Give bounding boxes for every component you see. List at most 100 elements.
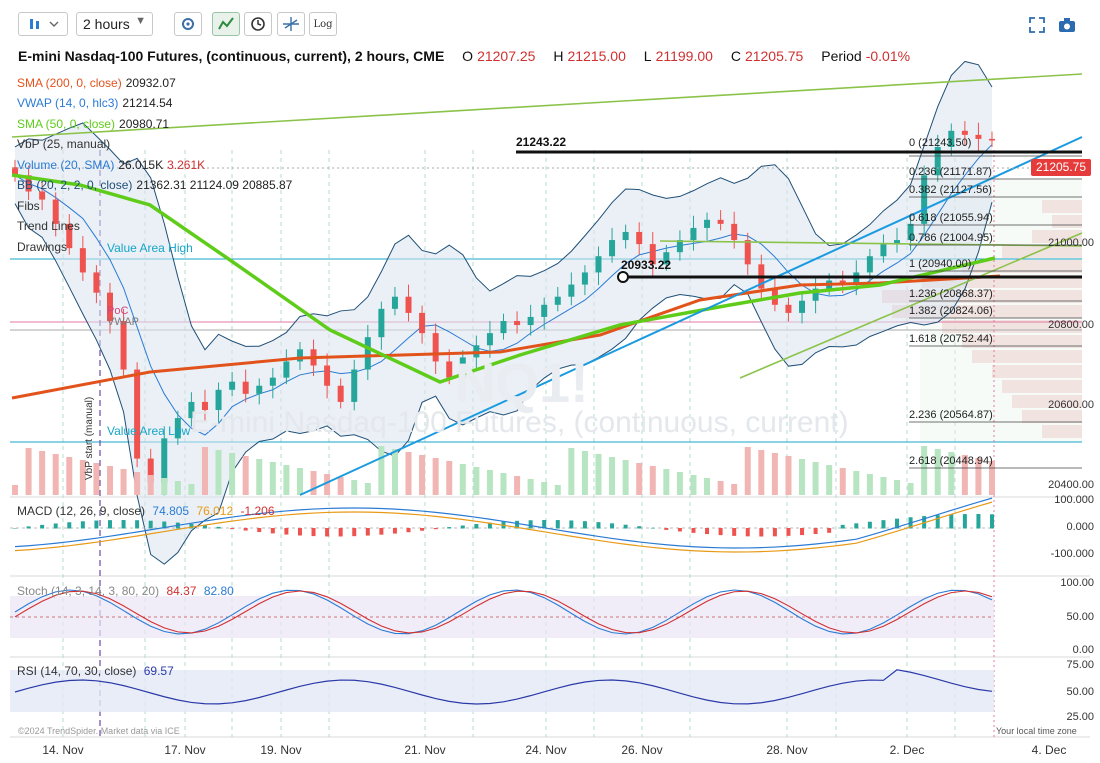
vbp-bar xyxy=(1012,395,1082,408)
legend-trend-lines[interactable]: Trend Lines xyxy=(17,219,84,233)
rsi-band xyxy=(10,670,994,712)
volume-bar xyxy=(866,474,873,495)
stoch-tick: 50.00 xyxy=(1066,611,1094,623)
auto-analysis-button[interactable] xyxy=(212,12,240,36)
macd-histogram-bar xyxy=(515,520,520,529)
legend-bb[interactable]: BB (20, 2, 2, 0, close) 21362.31 21124.09… xyxy=(17,178,296,192)
candle-body xyxy=(432,333,439,362)
candle-body xyxy=(25,175,32,192)
legend-label: Volume (20, SMA) xyxy=(17,158,115,172)
candle-body xyxy=(39,191,46,200)
level-anchor-point xyxy=(617,271,629,283)
macd-histogram-bar xyxy=(26,526,31,529)
vbp-bar xyxy=(972,350,1082,363)
legend-vbp[interactable]: VbP (25, manual) xyxy=(17,137,114,151)
legend-sma200[interactable]: SMA (200, 0, close) 20932.07 xyxy=(17,76,180,90)
settings-button[interactable] xyxy=(174,12,202,36)
volume-bar xyxy=(446,461,453,495)
macd-histogram-bar xyxy=(867,521,872,529)
candle-body xyxy=(989,138,995,141)
price-tick: 21000.00 xyxy=(1048,237,1094,249)
candle-body xyxy=(500,320,507,334)
vbp-bar xyxy=(1042,425,1082,438)
volume-bar xyxy=(378,446,385,495)
volume-bar xyxy=(79,460,86,495)
screenshot-button[interactable] xyxy=(1058,16,1076,39)
macd-histogram-bar xyxy=(691,528,696,533)
volume-bar xyxy=(364,483,371,495)
legend-vwap[interactable]: VWAP (14, 0, hlc3) 21214.54 xyxy=(17,96,176,110)
legend-drawings[interactable]: Drawings xyxy=(17,240,71,254)
candle-body xyxy=(514,320,521,326)
volume-bar xyxy=(921,446,928,495)
volume-bar xyxy=(568,448,575,495)
vbp-bar xyxy=(1002,245,1082,258)
crosshair-button[interactable] xyxy=(277,12,305,36)
candle-body xyxy=(636,231,643,245)
volume-bar xyxy=(473,467,480,495)
legend-value: -1.206 xyxy=(240,504,275,518)
vbp-bar xyxy=(1002,380,1082,393)
volume-bar xyxy=(975,458,982,495)
volume-bar xyxy=(391,449,398,495)
legend-macd[interactable]: MACD (12, 26, 9, close) 74.805 76.012 -1… xyxy=(17,504,279,518)
macd-histogram-bar xyxy=(352,528,357,537)
volume-bar xyxy=(812,462,819,495)
legend-value: 76.012 xyxy=(196,504,234,518)
legend-value: 3.261K xyxy=(167,158,206,172)
macd-histogram-bar xyxy=(433,528,438,530)
candle-body xyxy=(66,223,73,249)
candle-body xyxy=(378,308,385,338)
candle-body xyxy=(337,385,344,402)
legend-sma50[interactable]: SMA (50, 0, close) 20980.71 xyxy=(17,117,173,131)
candle-body xyxy=(256,385,263,394)
macd-histogram-bar xyxy=(610,523,615,529)
candle-body xyxy=(93,272,100,293)
fib-label: 0.236 (21171.87) xyxy=(909,166,992,178)
legend-label: VbP (25, manual) xyxy=(17,137,111,151)
macd-histogram-bar xyxy=(732,528,737,536)
legend-rsi[interactable]: RSI (14, 70, 30, close) 69.57 xyxy=(17,664,178,678)
candle-body xyxy=(731,223,738,241)
legend-volume[interactable]: Volume (20, SMA) 26.015K 3.261K xyxy=(17,158,209,172)
legend-fibs[interactable]: Fibs xyxy=(17,199,44,213)
candle-body xyxy=(242,381,249,394)
log-scale-button[interactable]: Log xyxy=(309,12,337,36)
fib-label: 0 (21243.50) xyxy=(909,137,972,149)
fullscreen-button[interactable] xyxy=(1028,16,1046,39)
volume-bar xyxy=(459,464,466,495)
sma50-line xyxy=(11,173,996,384)
price-tick: 20800.00 xyxy=(1048,319,1094,331)
candle-body xyxy=(541,304,548,317)
chart-style-dropdown[interactable] xyxy=(18,12,68,36)
volume-bar xyxy=(106,466,113,495)
interval-dropdown[interactable]: 2 hours ▼ xyxy=(76,12,153,36)
macd-histogram-bar xyxy=(365,528,370,536)
legend-label: BB (20, 2, 2, 0, close) xyxy=(17,178,133,192)
legend-label: SMA (200, 0, close) xyxy=(17,76,122,90)
macd-histogram-bar xyxy=(270,528,275,534)
legend-label: SMA (50, 0, close) xyxy=(17,117,116,131)
legend-value: 69.57 xyxy=(143,664,174,678)
vbp-bar xyxy=(1032,230,1082,243)
macd-histogram-bar xyxy=(542,520,547,529)
candle-body xyxy=(744,240,751,265)
volume-bar xyxy=(215,450,222,495)
volume-bar xyxy=(799,459,806,495)
fib-label: 1.618 (20752.44) xyxy=(909,333,993,345)
macd-histogram-bar xyxy=(990,514,994,529)
time-button[interactable] xyxy=(244,12,272,36)
volume-bar xyxy=(12,485,18,495)
macd-histogram-bar xyxy=(786,528,791,536)
volume-bar xyxy=(432,458,439,495)
crosshair-icon xyxy=(283,17,299,31)
candle-body xyxy=(595,256,602,273)
macd-histogram-bar xyxy=(216,526,221,529)
watermark-logo: NQ1! xyxy=(455,351,589,414)
legend-stoch[interactable]: Stoch (14, 3, 14, 3, 80, 20) 84.37 82.80 xyxy=(17,584,238,598)
volume-bar xyxy=(894,480,901,495)
legend-value: 20932.07 xyxy=(125,76,176,90)
volume-bar xyxy=(500,473,507,495)
volume-bar xyxy=(731,484,738,495)
